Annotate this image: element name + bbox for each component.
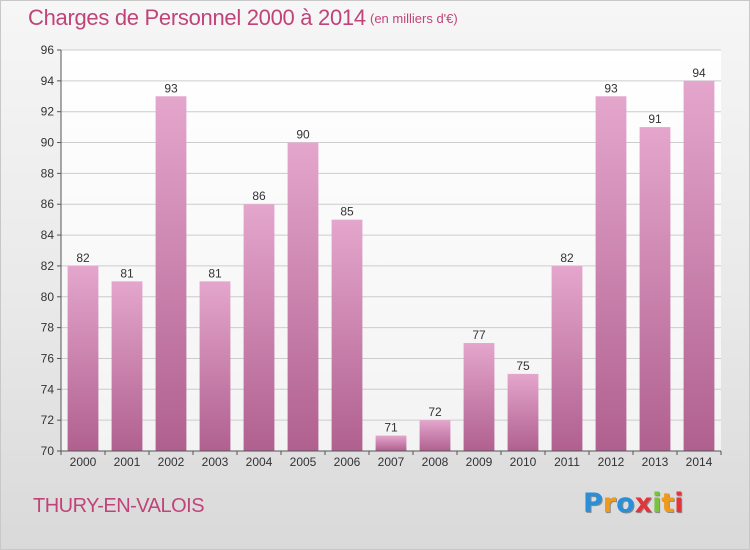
bar	[507, 373, 539, 451]
bar-value-label: 93	[604, 81, 618, 95]
y-tick-label: 94	[41, 74, 55, 88]
x-tick-label: 2014	[686, 455, 713, 469]
bar	[111, 281, 143, 451]
chart-subtitle: (en milliers d'€)	[370, 11, 458, 26]
x-tick-label: 2003	[202, 455, 229, 469]
bar	[463, 343, 495, 451]
bar-value-label: 71	[384, 421, 398, 435]
x-tick-label: 2000	[70, 455, 97, 469]
bar	[155, 96, 187, 452]
bar-value-label: 94	[692, 66, 706, 80]
bar-value-label: 85	[340, 205, 354, 219]
bar	[683, 80, 715, 451]
bar-value-label: 91	[648, 112, 662, 126]
x-tick-label: 2002	[158, 455, 185, 469]
bar	[287, 142, 319, 452]
y-tick-label: 86	[41, 197, 55, 211]
x-tick-label: 2009	[466, 455, 493, 469]
y-tick-label: 96	[41, 43, 55, 57]
bar-value-label: 72	[428, 405, 442, 419]
bar	[375, 435, 407, 451]
y-tick-label: 84	[41, 228, 55, 242]
y-tick-label: 92	[41, 105, 55, 119]
bar-value-label: 75	[516, 359, 530, 373]
bar	[331, 219, 363, 451]
y-axis-ticks: 70 72 74 76 78 80 82 84 86 88 90 92 94 96	[41, 43, 61, 458]
place-name: THURY-EN-VALOIS	[33, 495, 205, 517]
bar	[67, 265, 99, 451]
y-tick-label: 70	[41, 444, 55, 458]
logo-letter: i	[652, 488, 662, 519]
bar-value-label: 90	[296, 128, 310, 142]
x-tick-label: 2008	[422, 455, 449, 469]
bar	[551, 265, 583, 451]
bar	[419, 420, 451, 451]
bar-value-label: 77	[472, 328, 486, 342]
x-tick-label: 2006	[334, 455, 361, 469]
y-tick-label: 74	[41, 382, 55, 396]
bar-value-label: 82	[76, 251, 90, 265]
bar	[595, 96, 627, 452]
x-axis-ticks: 2000 2001 2002 2003 2004 2005 2006 2007 2008 2009…	[60, 451, 722, 469]
bar	[199, 281, 231, 451]
bar-value-label: 82	[560, 251, 574, 265]
logo-letter: r	[602, 488, 617, 519]
y-tick-label: 72	[41, 413, 55, 427]
x-tick-label: 2013	[642, 455, 669, 469]
x-tick-label: 2001	[114, 455, 141, 469]
y-tick-label: 80	[41, 290, 55, 304]
x-tick-label: 2010	[510, 455, 537, 469]
bar-value-label: 93	[164, 81, 178, 95]
proxiti-logo: Proxiti	[583, 488, 684, 519]
bar-value-label: 86	[252, 189, 266, 203]
x-tick-label: 2012	[598, 455, 625, 469]
x-tick-label: 2007	[378, 455, 405, 469]
bars	[67, 80, 715, 452]
logo-letter: x	[634, 488, 653, 519]
logo-letter: o	[616, 488, 635, 519]
bar-value-label: 81	[120, 266, 134, 280]
y-tick-label: 76	[41, 351, 55, 365]
logo-letter: i	[674, 488, 684, 519]
x-tick-label: 2011	[554, 455, 580, 469]
y-tick-label: 78	[41, 321, 55, 335]
x-tick-label: 2005	[290, 455, 317, 469]
y-tick-label: 82	[41, 259, 55, 273]
y-tick-label: 88	[41, 166, 55, 180]
logo-letter: P	[583, 488, 603, 519]
chart-title: Charges de Personnel 2000 à 2014	[28, 5, 366, 30]
value-labels: 82 81 93 81 86 90 85 71 72 77 75 82 93 91 94	[76, 66, 706, 435]
bar	[243, 204, 275, 451]
bar	[639, 127, 671, 451]
bar-value-label: 81	[208, 266, 222, 280]
y-tick-label: 90	[41, 136, 55, 150]
logo-letter: t	[661, 488, 675, 519]
x-tick-label: 2004	[246, 455, 273, 469]
